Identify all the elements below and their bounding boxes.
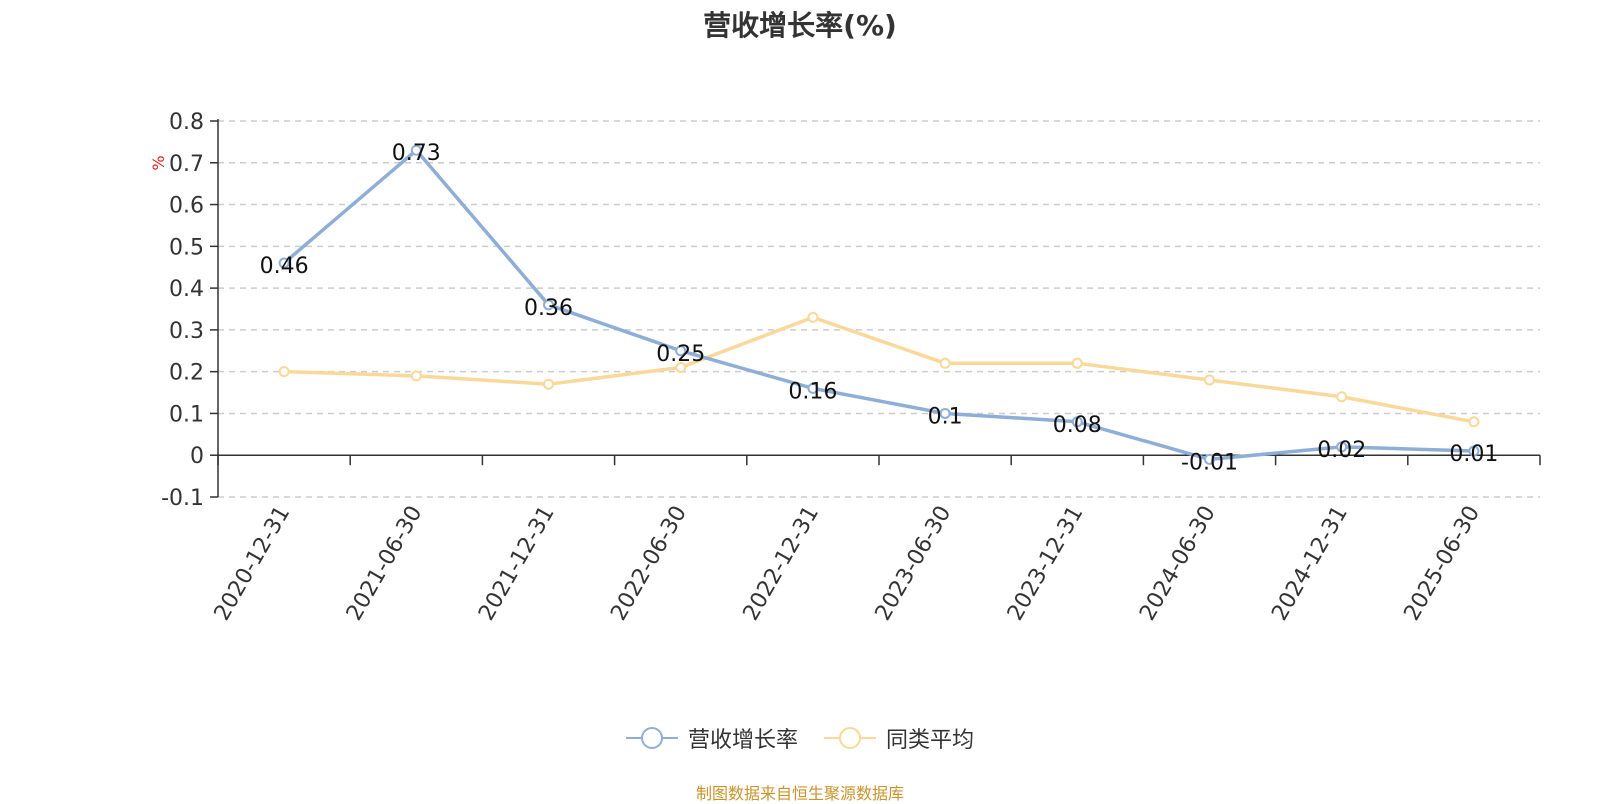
y-tick-label: 0 <box>190 444 204 469</box>
data-point <box>807 311 819 323</box>
data-label: 0.25 <box>656 342 705 367</box>
x-tick-label: 2020-12-31 <box>210 502 296 625</box>
x-tick-label: 2022-12-31 <box>739 502 825 625</box>
x-tick-label: 2023-06-30 <box>871 502 957 625</box>
legend-swatch-revenue-growth-icon <box>625 727 678 749</box>
data-point <box>675 361 687 373</box>
data-label: 0.01 <box>1449 442 1498 467</box>
data-point <box>939 357 951 369</box>
y-tick-label: 0.4 <box>169 277 204 302</box>
data-point <box>1468 416 1480 428</box>
x-tick-label: 2021-12-31 <box>474 502 560 625</box>
y-tick-label: -0.1 <box>161 486 204 511</box>
y-tick-label: 0.1 <box>169 402 204 427</box>
data-point <box>543 299 554 311</box>
data-label: 0.1 <box>928 404 963 429</box>
data-point <box>410 144 422 156</box>
data-label: 0.46 <box>260 254 309 279</box>
data-point <box>410 370 422 382</box>
x-tick-label: 2023-12-31 <box>1003 502 1089 625</box>
legend-swatch-peer-average-icon <box>824 727 876 749</box>
legend-label-revenue-growth: 营收增长率 <box>687 728 798 753</box>
y-tick-label: 0.6 <box>169 194 204 219</box>
data-point <box>1204 374 1215 386</box>
x-tick-label: 2022-06-30 <box>606 502 692 625</box>
data-point <box>1336 441 1348 453</box>
x-tick-label: 2021-06-30 <box>342 502 428 625</box>
data-point <box>1071 416 1083 428</box>
chart-title: 营收增长率(%) <box>703 9 897 42</box>
data-label: 0.16 <box>788 379 837 404</box>
data-label: 0.08 <box>1053 413 1102 438</box>
x-tick-label: 2025-06-30 <box>1400 502 1486 625</box>
data-label: -0.01 <box>1181 450 1238 475</box>
y-axis-unit-label: % <box>149 155 168 170</box>
data-label: 0.73 <box>392 141 441 166</box>
y-tick-label: 0.7 <box>169 152 204 177</box>
source-note: 制图数据来自恒生聚源数据库 <box>695 784 904 803</box>
data-point <box>807 382 819 394</box>
data-point <box>1468 445 1480 457</box>
legend-item-peer-average[interactable]: 同类平均 <box>824 722 974 754</box>
data-label: 0.02 <box>1317 438 1366 463</box>
legend-label-peer-average: 同类平均 <box>886 728 975 753</box>
x-tick-label: 2024-06-30 <box>1135 502 1221 625</box>
series-line <box>284 315 1475 424</box>
y-tick-label: 0.5 <box>169 235 204 260</box>
data-point <box>1336 391 1348 403</box>
y-tick-label: 0.8 <box>169 110 204 135</box>
data-point <box>1204 453 1215 465</box>
data-point <box>278 257 290 269</box>
data-point <box>675 345 687 357</box>
data-label: 0.36 <box>524 296 573 321</box>
data-point <box>939 407 951 419</box>
series-line <box>282 148 1474 462</box>
data-point <box>278 366 290 378</box>
x-tick-label: 2024-12-31 <box>1267 502 1353 625</box>
legend: 营收增长率 同类平均 <box>0 722 1600 754</box>
data-point <box>1071 357 1083 369</box>
y-tick-label: 0.3 <box>169 319 204 344</box>
y-tick-label: 0.2 <box>169 361 204 386</box>
data-point <box>543 378 554 390</box>
legend-item-revenue-growth[interactable]: 营收增长率 <box>625 722 798 754</box>
